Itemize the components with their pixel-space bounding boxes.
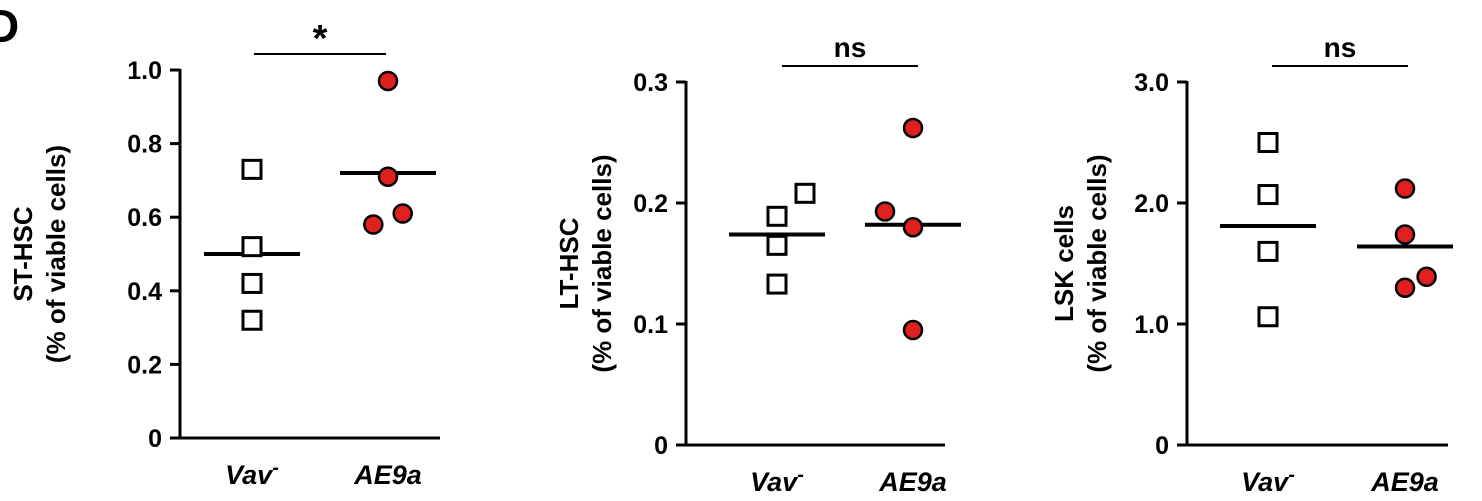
data-point-square	[1257, 240, 1279, 262]
y-tick-label: 0.3	[633, 69, 668, 97]
x-category-label: AE9a	[353, 460, 422, 490]
y-tick-label: 0.4	[127, 278, 162, 306]
y-tick-label: 2.0	[1134, 190, 1169, 218]
data-point-square	[1257, 306, 1279, 328]
y-tick-label: 0	[148, 425, 162, 453]
y-axis-label: ST-HSC (% of viable cells)	[8, 145, 71, 363]
y-tick-label: 0	[654, 432, 668, 460]
panel-label: D	[0, 0, 19, 52]
data-point-square	[766, 273, 788, 295]
charts-group: 0 0.2 0.4 0.6 0.8 1.0 ST-HSC (% of viable cells…	[8, 18, 1453, 497]
data-point-circle	[377, 166, 399, 187]
x-category-label: AE9a	[1370, 467, 1439, 497]
data-point-circle	[1394, 277, 1416, 298]
data-point-square	[794, 182, 816, 204]
data-point-circle	[902, 216, 924, 238]
y-tick-label: 0.6	[127, 204, 162, 232]
data-point-circle	[392, 203, 413, 224]
data-point-circle	[1394, 178, 1416, 199]
data-point-circle	[377, 70, 399, 92]
chart-panel-3: 0 1.0 2.0 3.0 LSK cells (% of viable cells) Va…	[1049, 32, 1453, 497]
y-tick-label: 0.2	[633, 190, 668, 218]
y-tick-label: 1.0	[127, 57, 162, 85]
x-category-label: Vav-	[225, 457, 279, 490]
significance-label: ns	[834, 32, 867, 63]
data-point-circle	[1416, 266, 1437, 288]
y-tick-label: 0.1	[633, 311, 668, 339]
data-point-square	[241, 309, 263, 331]
y-tick-label: 0.2	[127, 351, 162, 379]
data-point-square	[241, 158, 263, 180]
y-tick-label: 0	[1155, 432, 1169, 460]
data-point-square	[766, 234, 788, 256]
significance-label: *	[313, 18, 328, 60]
data-point-square	[766, 205, 788, 227]
data-point-square	[241, 272, 263, 294]
data-point-circle	[902, 319, 924, 341]
data-point-square	[241, 236, 263, 258]
significance-label: ns	[1324, 32, 1357, 63]
y-tick-label: 0.8	[127, 131, 162, 159]
y-tick-label: 3.0	[1134, 69, 1169, 97]
y-axis-label: LT-HSC (% of viable cells)	[554, 154, 617, 372]
data-point-square	[1257, 184, 1279, 206]
data-point-square	[1257, 132, 1279, 153]
chart-panel-1: 0 0.2 0.4 0.6 0.8 1.0 ST-HSC (% of viable cells…	[8, 18, 440, 490]
x-category-label: AE9a	[878, 467, 947, 497]
x-category-label: Vav-	[1241, 464, 1295, 497]
data-point-circle	[874, 201, 896, 222]
data-point-circle	[902, 117, 924, 139]
data-point-circle	[1394, 224, 1416, 245]
data-point-circle	[363, 214, 384, 235]
x-category-label: Vav-	[750, 464, 804, 497]
y-tick-label: 1.0	[1134, 311, 1169, 339]
chart-panel-2: 0 0.1 0.2 0.3 LT-HSC (% of viable cells) Vav- A…	[554, 32, 961, 497]
y-axis-label: LSK cells (% of viable cells)	[1049, 154, 1112, 372]
